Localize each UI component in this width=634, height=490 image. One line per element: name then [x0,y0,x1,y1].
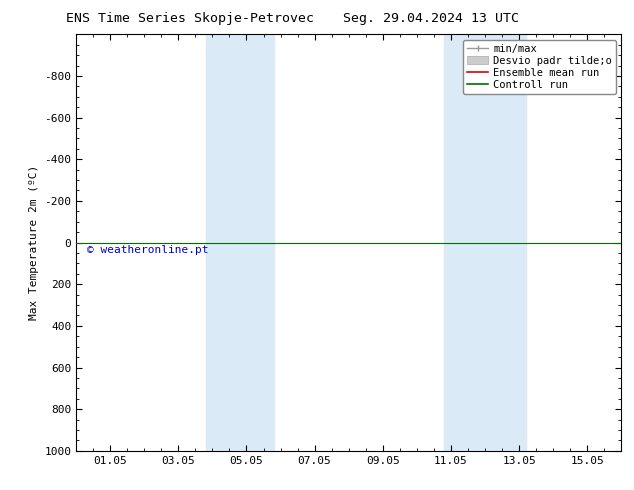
Legend: min/max, Desvio padr tilde;o, Ensemble mean run, Controll run: min/max, Desvio padr tilde;o, Ensemble m… [463,40,616,94]
Text: Seg. 29.04.2024 13 UTC: Seg. 29.04.2024 13 UTC [343,12,519,25]
Bar [444,34,526,451]
Bar [205,34,274,451]
Y-axis label: Max Temperature 2m (ºC): Max Temperature 2m (ºC) [29,165,39,320]
Text: ENS Time Series Skopje-Petrovec: ENS Time Series Skopje-Petrovec [66,12,314,25]
Text: © weatheronline.pt: © weatheronline.pt [87,245,209,255]
